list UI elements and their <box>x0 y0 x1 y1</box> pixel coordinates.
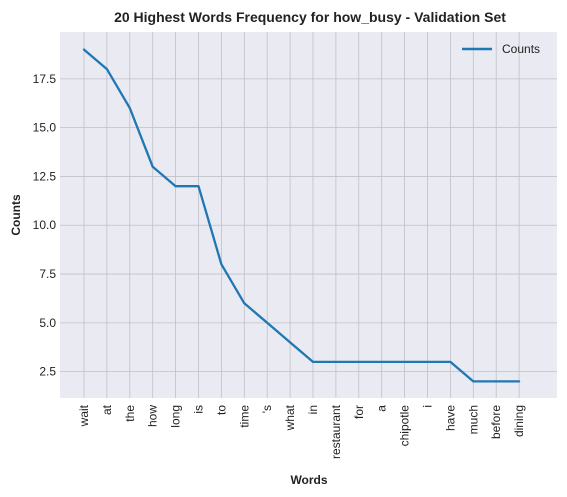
plot-area <box>60 32 557 398</box>
y-tick-label: 12.5 <box>33 169 57 183</box>
x-tick-label: i <box>421 405 435 408</box>
y-tick-label: 10.0 <box>33 218 57 232</box>
y-tick-label: 5.0 <box>39 316 56 330</box>
x-axis-label: Words <box>290 473 327 487</box>
y-tick-label: 2.5 <box>39 365 56 379</box>
x-tick-label: for <box>352 405 366 419</box>
x-tick-label: before <box>489 405 503 439</box>
y-tick-label: 7.5 <box>39 267 56 281</box>
x-tick-label: in <box>306 405 320 414</box>
x-tick-label: long <box>169 405 183 428</box>
x-tick-label: what <box>283 404 297 431</box>
x-tick-labels: wait at the how long is to time 's what in restaura… <box>77 404 526 459</box>
x-tick-label: the <box>123 405 137 422</box>
x-tick-label: at <box>100 404 114 415</box>
x-tick-label: dining <box>512 405 526 437</box>
x-tick-label: wait <box>77 404 91 427</box>
x-tick-label: restaurant <box>329 404 343 459</box>
series-line-counts <box>82 48 521 383</box>
legend: Counts <box>462 42 540 56</box>
y-tick-label: 15.0 <box>33 121 57 135</box>
x-tick-label: to <box>214 405 228 415</box>
x-tick-label: time <box>237 405 251 428</box>
y-tick-label: 17.5 <box>33 72 57 86</box>
legend-label: Counts <box>502 42 540 56</box>
grid-lines <box>60 32 557 398</box>
x-tick-label: a <box>375 405 389 412</box>
series-layer <box>82 48 521 383</box>
y-tick-labels: 2.5 5.0 7.5 10.0 12.5 15.0 17.5 <box>33 72 57 379</box>
x-tick-label: is <box>192 405 206 414</box>
y-axis-label: Counts <box>9 194 23 236</box>
chart-title: 20 Highest Words Frequency for how_busy … <box>114 9 506 25</box>
x-tick-label: have <box>443 405 457 431</box>
x-tick-label: how <box>146 405 160 427</box>
x-tick-label: much <box>466 405 480 434</box>
x-tick-label: chipotle <box>398 405 412 447</box>
x-tick-label: 's <box>260 405 274 413</box>
